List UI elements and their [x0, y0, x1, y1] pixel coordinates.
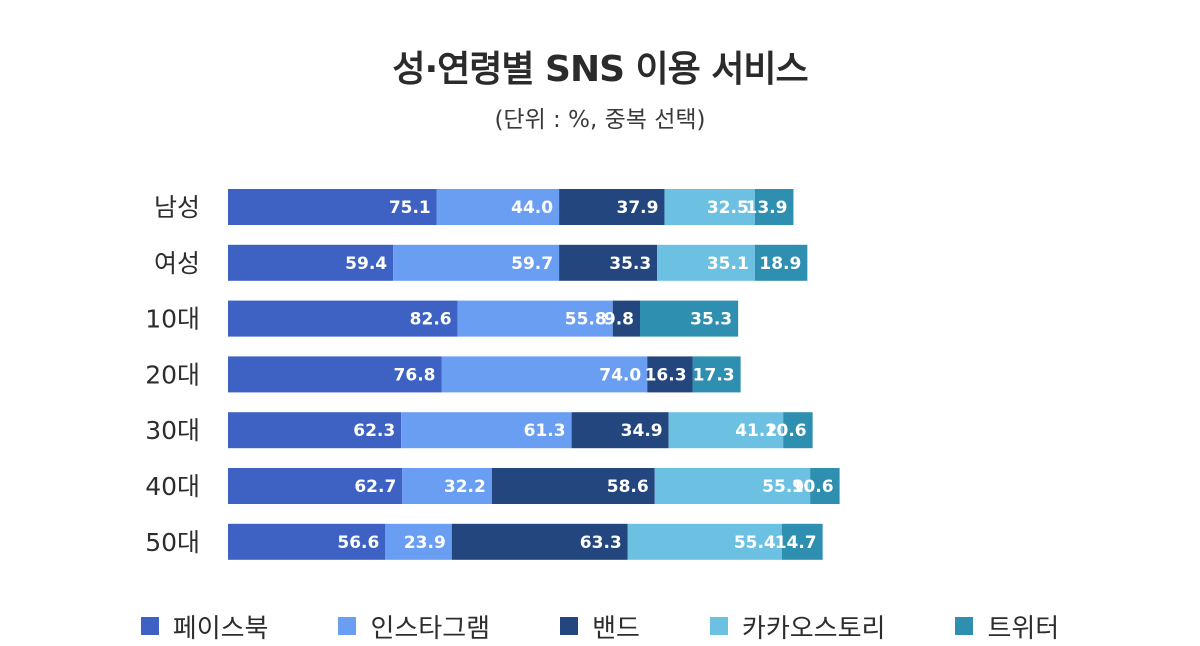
value-label: 35.1 — [707, 254, 749, 274]
category-label: 여성 — [154, 249, 200, 278]
bar-segment — [668, 412, 784, 449]
bar-segment — [228, 412, 402, 449]
value-label: 76.8 — [394, 365, 436, 385]
value-label: 9.8 — [604, 310, 634, 330]
bar-segment — [571, 412, 669, 449]
category-label: 20대 — [145, 360, 200, 389]
value-label: 32.5 — [707, 198, 749, 218]
value-label: 61.3 — [524, 421, 566, 441]
chart-subtitle: (단위 : %, 중복 선택) — [494, 107, 706, 133]
bar-segment — [228, 244, 394, 281]
value-label: 74.0 — [599, 365, 641, 385]
bar-segment — [228, 189, 437, 225]
value-label: 23.9 — [404, 533, 446, 553]
bar-segment — [228, 356, 442, 393]
bar-segment — [402, 468, 492, 504]
value-label: 63.3 — [580, 533, 622, 553]
value-label: 37.9 — [617, 198, 659, 218]
value-label: 59.7 — [511, 254, 553, 274]
legend-item: 밴드 — [560, 606, 640, 646]
bar-segment — [559, 244, 658, 281]
legend-swatch — [338, 617, 357, 635]
bar-segment — [228, 468, 403, 504]
legend-swatch — [709, 617, 728, 635]
value-label: 18.9 — [759, 254, 801, 274]
value-label: 75.1 — [389, 198, 431, 218]
legend-label: 밴드 — [592, 613, 640, 644]
legend-label: 트위터 — [987, 613, 1060, 644]
bar-segment — [436, 189, 560, 225]
legend-label: 카카오스토리 — [741, 613, 886, 644]
value-label: 44.0 — [511, 198, 553, 218]
legend-item: 페이스북 — [140, 606, 269, 646]
value-label: 35.3 — [690, 310, 732, 330]
bar-segment — [401, 412, 572, 449]
legend-item: 트위터 — [955, 606, 1059, 646]
bar-segment — [783, 412, 813, 449]
value-label: 10.6 — [792, 477, 834, 497]
bar-segment — [385, 523, 452, 560]
category-label: 10대 — [145, 305, 200, 334]
category-label: 30대 — [145, 416, 200, 445]
bar-segment — [559, 189, 665, 225]
value-label: 41.2 — [735, 421, 777, 441]
legend-label: 페이스북 — [172, 613, 269, 644]
bar-segment — [612, 300, 640, 337]
value-label: 59.4 — [345, 254, 387, 274]
bar-segment — [781, 523, 823, 560]
value-label: 35.3 — [609, 254, 651, 274]
value-label: 14.7 — [775, 533, 817, 553]
chart-title: 성·연령별 SNS 이용 서비스 — [392, 49, 808, 90]
legend-item: 카카오스토리 — [709, 606, 886, 646]
value-label: 17.3 — [693, 365, 735, 385]
bar-segment — [228, 523, 386, 560]
value-label: 62.3 — [353, 421, 395, 441]
legend-swatch — [560, 617, 579, 635]
bar-segment — [441, 356, 648, 393]
bar-segment — [228, 300, 458, 337]
value-label: 16.3 — [645, 365, 687, 385]
bar-segment — [754, 244, 808, 281]
value-label: 55.9 — [762, 477, 804, 497]
chart-legend: 페이스북 인스타그램 밴드 카카오스토리 트위터 — [0, 606, 1200, 646]
value-label: 32.2 — [444, 477, 486, 497]
bar-segment — [657, 244, 755, 281]
value-label: 55.4 — [734, 533, 776, 553]
value-label: 62.7 — [354, 477, 396, 497]
legend-swatch — [955, 617, 974, 635]
value-label: 82.6 — [410, 310, 452, 330]
legend-item: 인스타그램 — [338, 606, 490, 646]
bar-segment — [754, 189, 794, 225]
bar-segment — [457, 300, 613, 337]
bar-segment — [647, 356, 693, 393]
bar-segment — [639, 300, 739, 337]
stacked-bar-chart: 남성 75.1 44.0 37.9 32.513.9 여성 59.4 59.7 35.3 35.1… — [145, 189, 840, 560]
bar-segment — [451, 523, 628, 560]
bar-segment — [664, 189, 755, 225]
value-label: 58.6 — [607, 477, 649, 497]
category-label: 50대 — [145, 528, 200, 557]
bar-segment — [393, 244, 560, 281]
bar-segment — [654, 468, 811, 504]
bar-segment — [491, 468, 655, 504]
bar-segment — [692, 356, 741, 393]
category-label: 남성 — [154, 193, 200, 222]
category-label: 40대 — [145, 472, 200, 501]
value-label: 55.8 — [565, 310, 607, 330]
value-label: 13.9 — [745, 198, 787, 218]
bar-segment — [810, 468, 840, 504]
value-label: 34.9 — [621, 421, 663, 441]
value-label: 10.6 — [765, 421, 807, 441]
value-label: 56.6 — [337, 533, 379, 553]
bar-segment — [627, 523, 782, 560]
legend-label: 인스타그램 — [370, 613, 491, 644]
legend-swatch — [140, 617, 159, 635]
